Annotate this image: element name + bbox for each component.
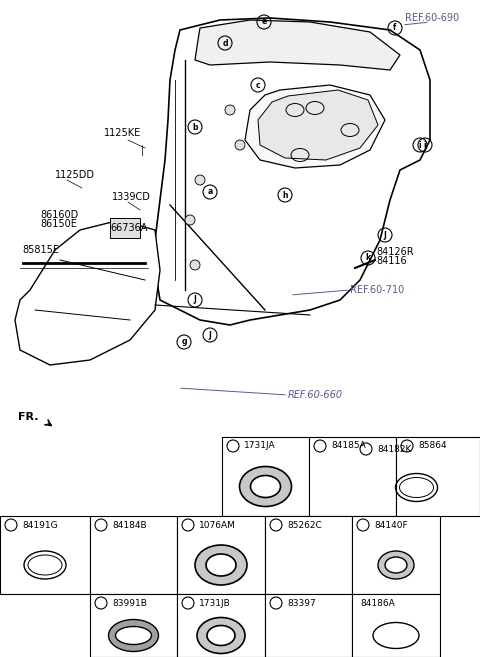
Ellipse shape <box>207 625 235 645</box>
Ellipse shape <box>240 466 291 507</box>
Text: b: b <box>230 443 236 449</box>
Text: 66736A: 66736A <box>110 223 147 233</box>
Text: 1339CD: 1339CD <box>112 192 151 202</box>
Text: 83397: 83397 <box>287 599 316 608</box>
Bar <box>396 437 480 516</box>
Text: 1125KE: 1125KE <box>104 128 141 138</box>
Circle shape <box>185 215 195 225</box>
Text: J: J <box>209 330 211 340</box>
Text: a: a <box>207 187 213 196</box>
Ellipse shape <box>251 476 280 497</box>
Circle shape <box>190 260 200 270</box>
Bar <box>0 516 90 594</box>
Text: g: g <box>185 522 191 528</box>
Text: k: k <box>186 600 191 606</box>
Text: 84126R: 84126R <box>376 247 414 257</box>
Text: 83991B: 83991B <box>112 599 147 608</box>
Ellipse shape <box>206 554 236 576</box>
Text: 84185A: 84185A <box>331 442 366 451</box>
Polygon shape <box>258 90 378 160</box>
Polygon shape <box>110 218 140 238</box>
Text: 1125DD: 1125DD <box>55 170 95 180</box>
Circle shape <box>225 105 235 115</box>
Ellipse shape <box>108 620 158 652</box>
Text: FR.: FR. <box>18 412 38 422</box>
Text: d: d <box>222 39 228 47</box>
Text: k: k <box>365 254 371 263</box>
Text: g: g <box>181 338 187 346</box>
Text: 86160D: 86160D <box>40 210 78 220</box>
Text: i: i <box>419 141 421 150</box>
Ellipse shape <box>385 557 407 573</box>
Text: 84191G: 84191G <box>22 520 58 530</box>
Text: REF.60-660: REF.60-660 <box>288 390 343 400</box>
Text: i: i <box>362 522 364 528</box>
Text: e: e <box>9 522 13 528</box>
Text: 84184B: 84184B <box>112 520 146 530</box>
Text: d: d <box>405 443 409 449</box>
Bar <box>265 594 352 657</box>
Text: l: l <box>275 600 277 606</box>
Bar <box>177 516 265 594</box>
Text: h: h <box>282 191 288 200</box>
Ellipse shape <box>195 545 247 585</box>
Text: b: b <box>192 122 198 131</box>
Text: 85815E: 85815E <box>22 245 59 255</box>
Bar <box>177 594 265 657</box>
Ellipse shape <box>116 627 152 645</box>
Text: 84182K: 84182K <box>377 445 411 453</box>
Text: 86150E: 86150E <box>40 219 77 229</box>
Ellipse shape <box>378 551 414 579</box>
Bar <box>355 440 478 515</box>
Text: i: i <box>424 141 426 150</box>
Polygon shape <box>276 549 341 581</box>
Bar <box>265 516 352 594</box>
Text: REF.60-710: REF.60-710 <box>350 285 404 295</box>
Polygon shape <box>195 20 400 70</box>
Text: h: h <box>274 522 278 528</box>
Polygon shape <box>155 18 430 325</box>
Ellipse shape <box>197 618 245 654</box>
Text: J: J <box>384 231 386 240</box>
Text: 1076AM: 1076AM <box>199 520 236 530</box>
Text: J: J <box>100 600 102 606</box>
Text: 1731JA: 1731JA <box>244 442 276 451</box>
Bar <box>90 516 177 594</box>
Bar <box>222 437 309 516</box>
Text: 1731JB: 1731JB <box>199 599 231 608</box>
Circle shape <box>235 140 245 150</box>
Bar <box>352 516 440 594</box>
Text: c: c <box>256 81 260 89</box>
Text: e: e <box>262 18 266 26</box>
Text: f: f <box>393 24 396 32</box>
Text: 85262C: 85262C <box>287 520 322 530</box>
Text: REF.60-690: REF.60-690 <box>405 13 459 23</box>
Polygon shape <box>15 220 160 365</box>
Text: f: f <box>99 522 103 528</box>
Text: c: c <box>318 443 322 449</box>
Bar <box>352 594 440 657</box>
Text: a: a <box>364 446 368 452</box>
Circle shape <box>195 175 205 185</box>
Bar <box>90 594 177 657</box>
Text: J: J <box>193 296 196 304</box>
Polygon shape <box>245 85 385 168</box>
Text: 85864: 85864 <box>418 442 446 451</box>
Text: 84116: 84116 <box>376 256 407 266</box>
Text: 84186A: 84186A <box>360 599 395 608</box>
Text: 84140F: 84140F <box>374 520 408 530</box>
Bar <box>309 437 396 516</box>
